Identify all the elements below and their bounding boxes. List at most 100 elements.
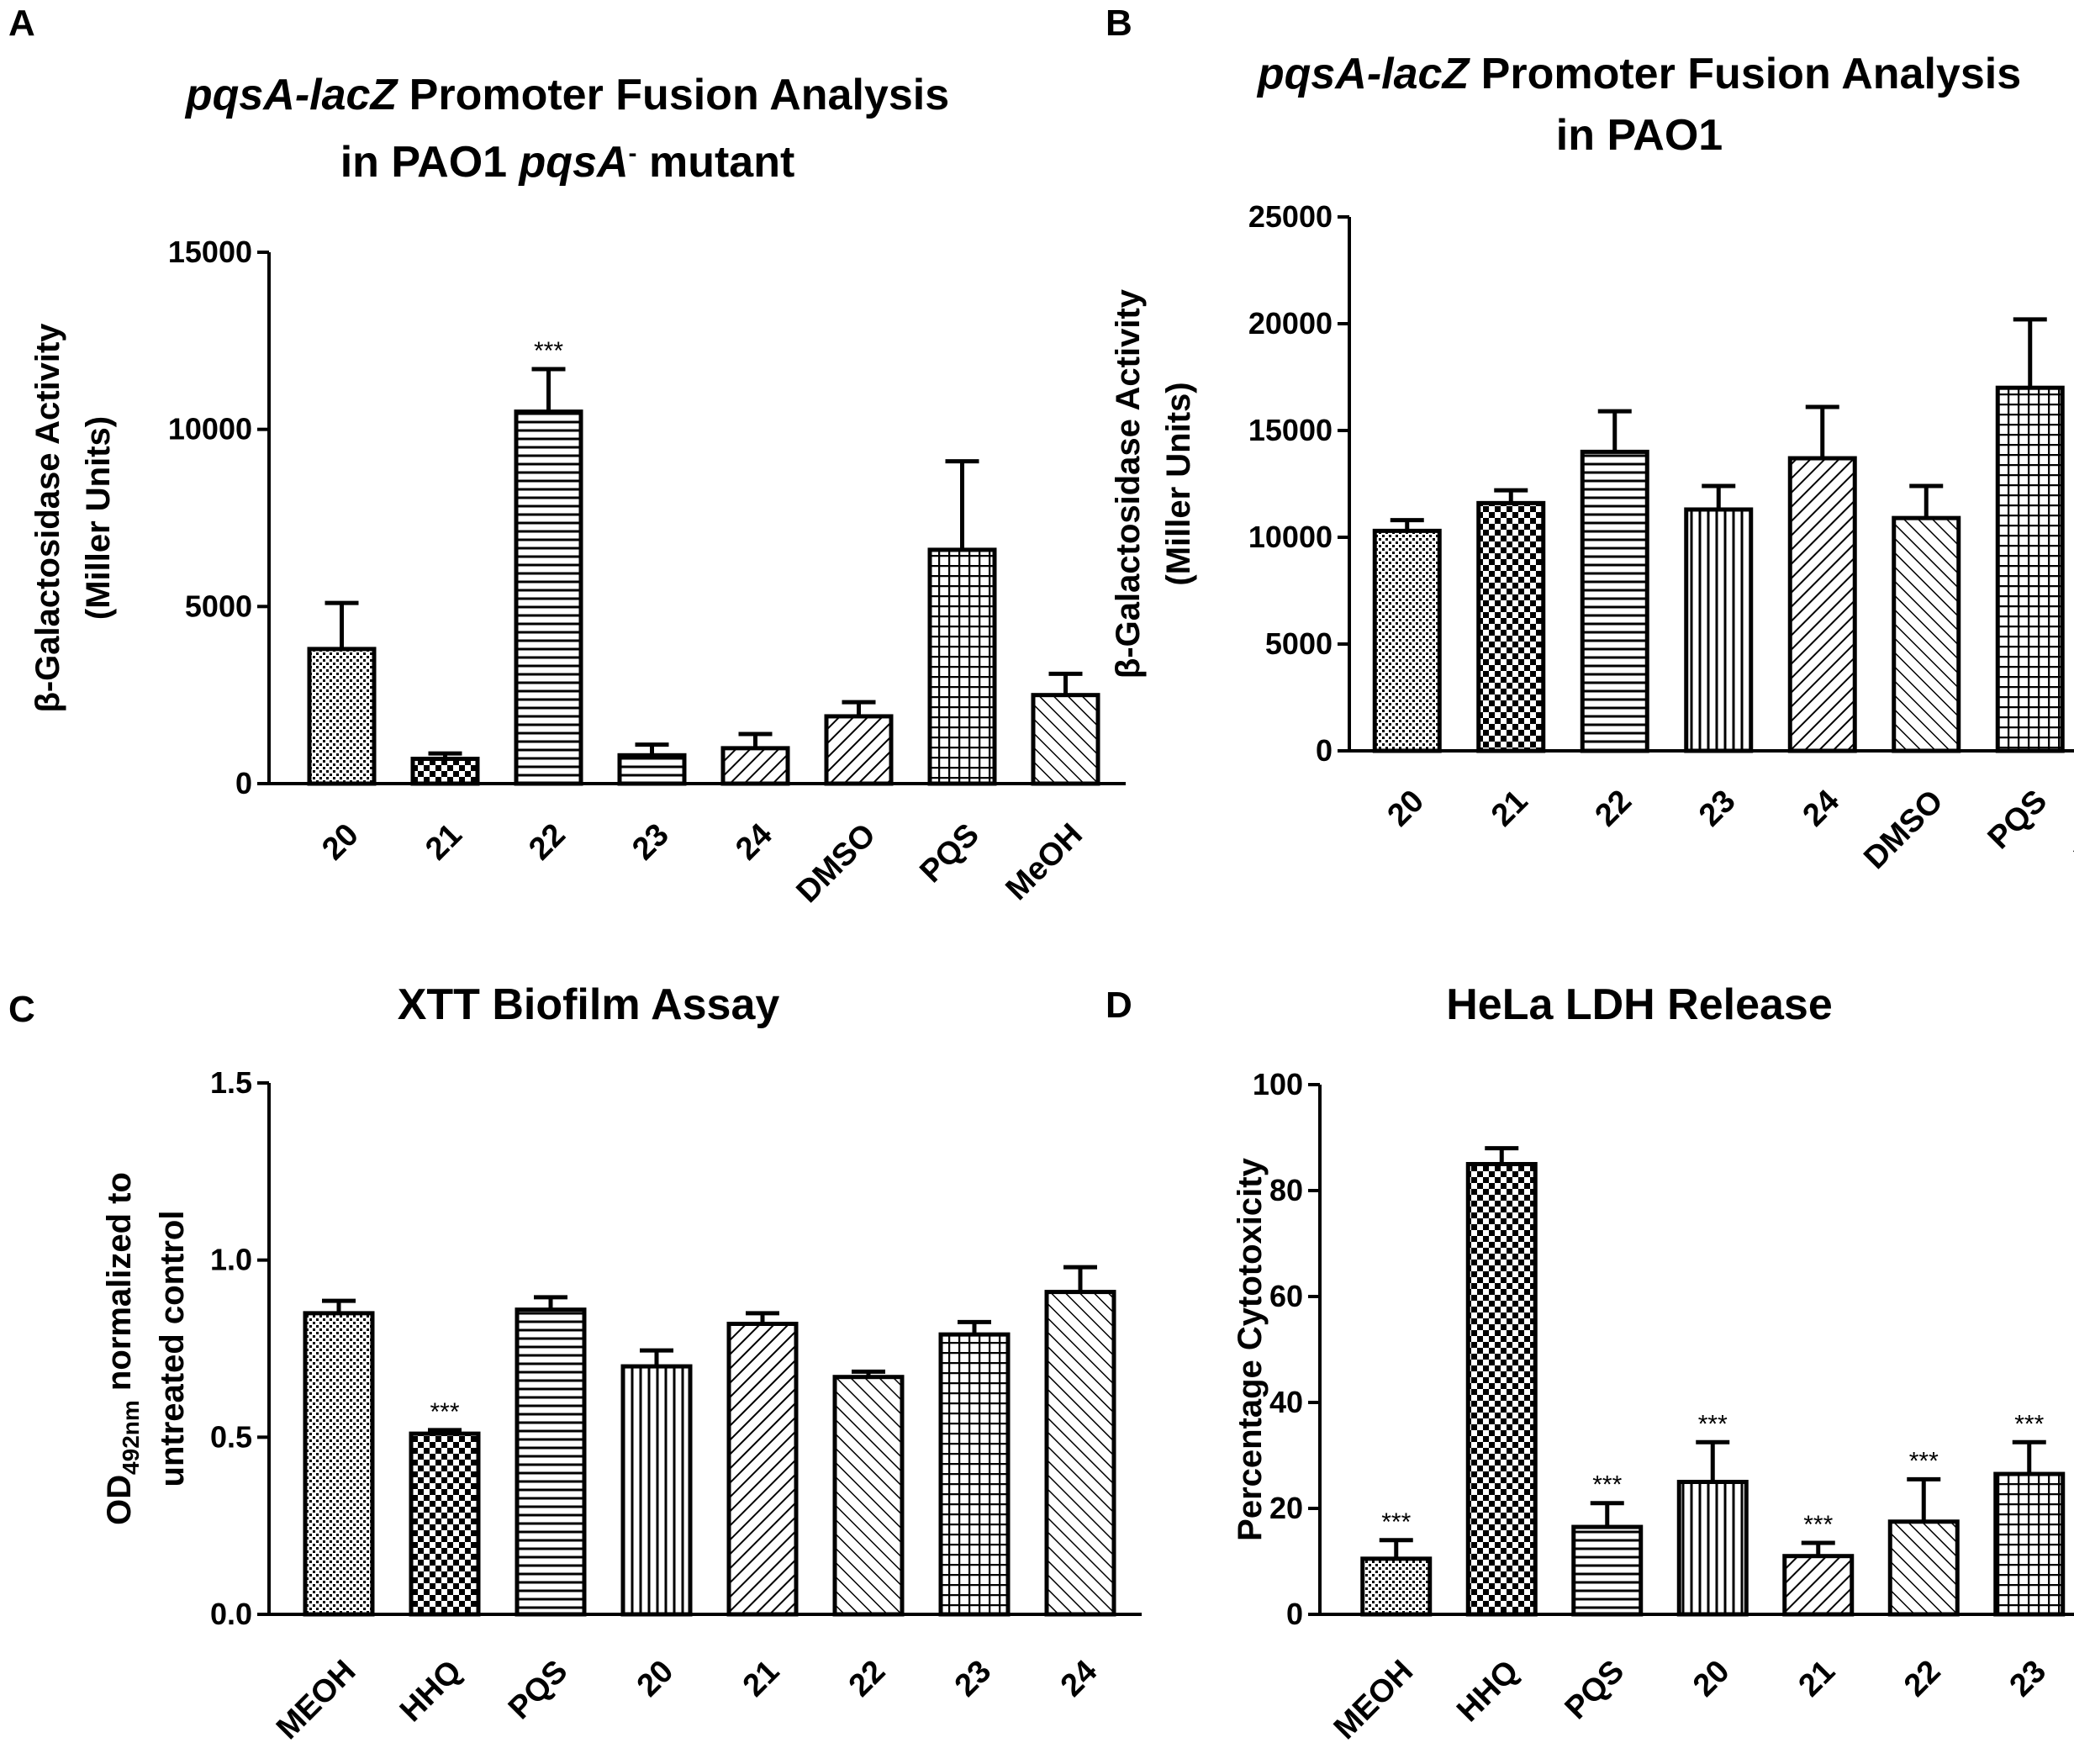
significance-annotation: ***	[2014, 1410, 2044, 1438]
x-category-label: HHQ	[393, 1654, 468, 1729]
x-category-label: MEOH	[1327, 1654, 1420, 1746]
x-category-label: 23	[625, 817, 676, 868]
bar-dmso	[824, 714, 894, 786]
y-tick-label: 1.0	[210, 1243, 252, 1277]
text-segment: 492nm	[118, 1400, 144, 1475]
y-axis-label-line: Percentage Cytotoxicity	[1232, 1157, 1269, 1540]
bar-21	[410, 757, 480, 786]
bar-22	[514, 409, 583, 786]
x-category-label: 21	[736, 1654, 787, 1704]
significance-annotation: ***	[1909, 1447, 1939, 1475]
bar-pqs	[515, 1307, 587, 1617]
x-category-label: 21	[1792, 1654, 1843, 1704]
bar-hhq	[1465, 1162, 1538, 1617]
y-tick-label: 0	[235, 766, 252, 800]
text-segment: pqsA-lacZ	[184, 71, 399, 119]
y-tick-label: 15000	[1248, 413, 1333, 447]
bar-21	[726, 1322, 799, 1617]
text-segment: Promoter Fusion Analysis	[397, 71, 949, 119]
text-segment: mutant	[637, 138, 795, 187]
y-axis-label-line: OD492nm normalized to	[101, 1172, 144, 1525]
bar-24	[1044, 1290, 1116, 1617]
text-segment: -	[629, 140, 637, 167]
bar-meoh	[1031, 693, 1100, 786]
y-tick-label: 20	[1269, 1491, 1303, 1525]
x-category-label: HHQ	[1450, 1654, 1525, 1729]
y-axis-label-line: (Miller Units)	[1160, 382, 1197, 585]
x-category-label: DMSO	[1857, 784, 1950, 876]
significance-annotation: ***	[430, 1398, 459, 1426]
x-category-label: 21	[1485, 784, 1535, 834]
y-tick-label: 0.5	[210, 1419, 252, 1454]
y-tick-label: 10000	[168, 412, 252, 446]
bar-hhq	[409, 1431, 481, 1617]
y-tick-label: 25000	[1248, 199, 1333, 234]
x-category-label: MeOH	[1000, 817, 1090, 907]
bar-24	[720, 746, 790, 786]
y-axis-label-line: (Miller Units)	[80, 416, 117, 620]
y-tick-label: 10000	[1248, 520, 1333, 554]
chart-title-line: pqsA-lacZ Promoter Fusion Analysis	[1256, 50, 2021, 98]
x-category-label: 20	[1381, 784, 1432, 834]
bar-pqs	[1995, 385, 2065, 753]
bar-20	[1676, 1480, 1749, 1617]
x-category-label: 23	[948, 1654, 999, 1704]
x-category-label: 22	[522, 817, 573, 868]
panel-d: D HeLa LDH Release Percentage Cytotoxicity…	[1106, 980, 2074, 1746]
bar-meoh	[1360, 1556, 1433, 1617]
x-category-label: 23	[2003, 1654, 2054, 1704]
bar-23	[1993, 1471, 2066, 1617]
y-axis-label-line: β-Galactosidase Activity	[1110, 288, 1147, 679]
text-segment: in PAO1	[340, 138, 520, 187]
significance-annotation: ***	[1381, 1508, 1411, 1536]
chart-title-line: pqsA-lacZ Promoter Fusion Analysis	[184, 71, 949, 119]
text-segment: untreated control	[154, 1211, 191, 1487]
panel-letter: A	[8, 3, 35, 44]
x-category-label: MeOH	[2067, 784, 2074, 874]
bar-meoh	[303, 1311, 375, 1617]
significance-annotation: ***	[1592, 1471, 1622, 1499]
y-tick-label: 100	[1253, 1067, 1303, 1101]
bar-20	[307, 647, 377, 786]
chart-title-line: HeLa LDH Release	[1446, 980, 1833, 1029]
y-tick-label: 5000	[185, 589, 252, 623]
x-category-label: 23	[1692, 784, 1743, 834]
x-category-label: PQS	[913, 817, 985, 890]
y-axis-label-line: untreated control	[154, 1211, 191, 1487]
panel-letter: C	[8, 989, 35, 1030]
y-tick-label: 0	[1286, 1597, 1303, 1631]
bar-pqs	[1571, 1524, 1644, 1617]
bar-pqs	[927, 547, 997, 786]
x-category-label: 20	[1686, 1654, 1737, 1704]
bar-22	[1887, 1519, 1960, 1617]
text-segment: pqsA	[518, 138, 629, 187]
chart-title-line: in PAO1	[1556, 111, 1723, 160]
bar-20	[1372, 528, 1442, 753]
x-category-label: 24	[1797, 784, 1847, 834]
bar-dmso	[1892, 515, 1961, 753]
x-category-label: DMSO	[790, 817, 883, 910]
text-segment: Promoter Fusion Analysis	[1469, 50, 2021, 98]
bar-23	[617, 753, 687, 786]
y-tick-label: 0.0	[210, 1597, 252, 1631]
x-category-label: 24	[729, 817, 779, 868]
text-segment: in PAO1	[1556, 111, 1723, 160]
x-category-label: MEOH	[270, 1654, 362, 1746]
bar-23	[938, 1332, 1011, 1617]
chart-title-line: XTT Biofilm Assay	[398, 980, 780, 1029]
x-category-label: PQS	[1982, 784, 2054, 856]
x-category-label: 20	[315, 817, 366, 868]
y-tick-label: 40	[1269, 1385, 1303, 1419]
y-tick-label: 0	[1316, 733, 1333, 768]
y-tick-label: 15000	[168, 235, 252, 269]
y-tick-label: 20000	[1248, 306, 1333, 341]
text-segment: XTT Biofilm Assay	[398, 980, 780, 1029]
x-category-label: 22	[1589, 784, 1639, 834]
y-tick-label: 80	[1269, 1173, 1303, 1207]
y-axis-label-line: β-Galactosidase Activity	[29, 323, 66, 713]
significance-annotation: ***	[1803, 1511, 1833, 1539]
x-category-label: PQS	[502, 1654, 574, 1726]
